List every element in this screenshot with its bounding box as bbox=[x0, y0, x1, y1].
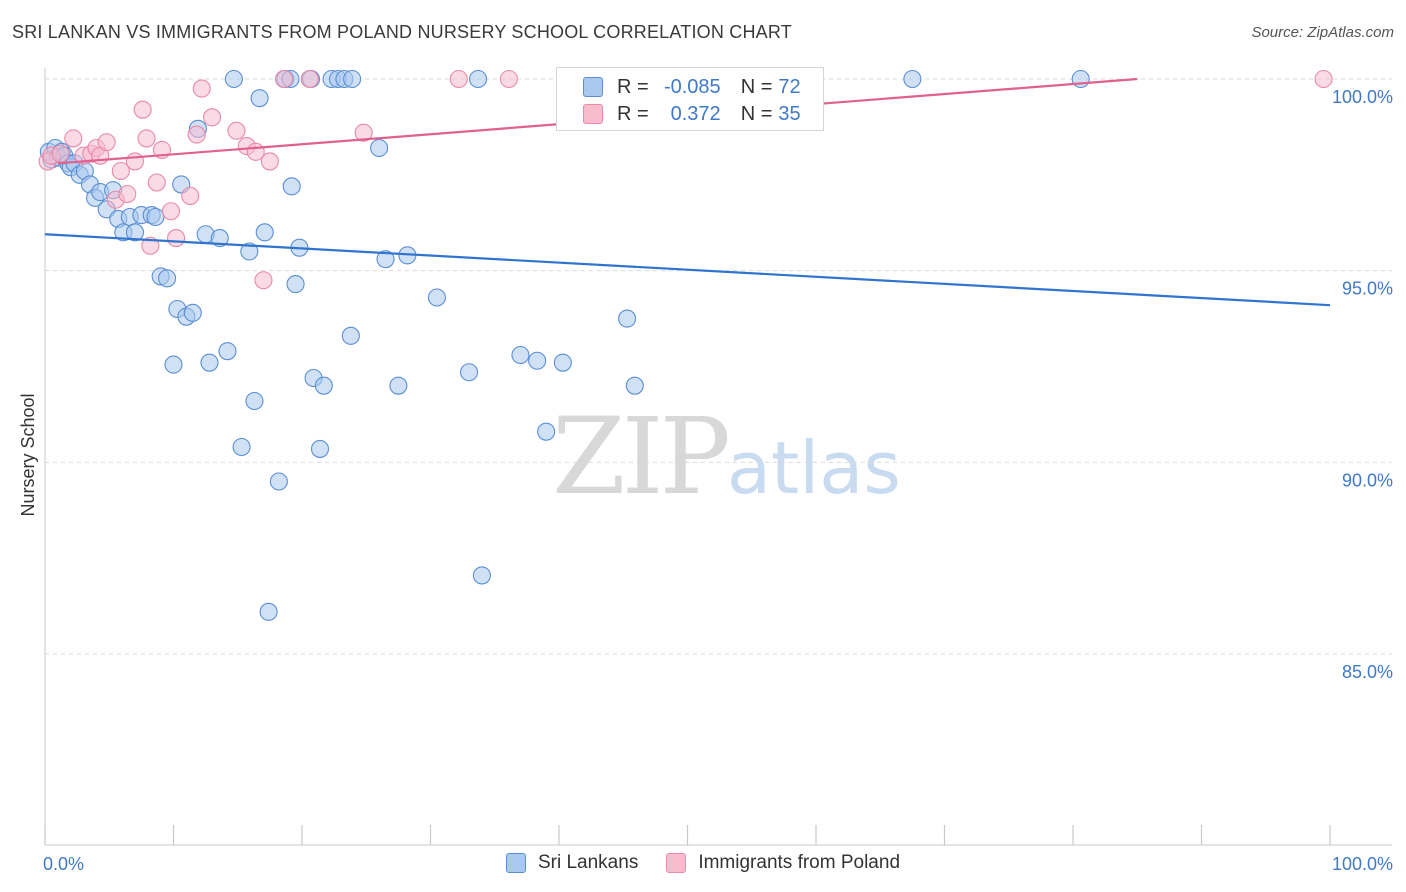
n-value: 72 bbox=[778, 75, 801, 98]
stats-row-sri-lankans: R = -0.085 N = 72 bbox=[583, 76, 801, 98]
poland-point bbox=[118, 184, 137, 204]
swatch-pink bbox=[583, 104, 603, 124]
poland-point bbox=[300, 69, 319, 89]
legend-item-poland[interactable]: Immigrants from Poland bbox=[666, 852, 900, 874]
y-tick-label: 100.0% bbox=[1332, 87, 1393, 107]
sri-lankan-point bbox=[245, 391, 264, 411]
sri-lankan-point bbox=[232, 437, 251, 457]
sri-lankan-point bbox=[146, 207, 165, 227]
sri-lankan-point bbox=[376, 250, 395, 269]
legend-label-sri-lankans: Sri Lankans bbox=[537, 852, 639, 873]
sri-lankan-point bbox=[625, 376, 644, 395]
stats-legend: R = -0.085 N = 72 R = 0.372 N = 35 bbox=[556, 67, 824, 131]
poland-point bbox=[203, 108, 222, 127]
sri-lankan-point bbox=[259, 602, 278, 621]
n-label: N = bbox=[740, 75, 773, 98]
poland-point bbox=[274, 69, 294, 89]
poland-point bbox=[125, 152, 144, 171]
sri-lankan-point bbox=[618, 309, 637, 328]
chart-title: SRI LANKAN VS IMMIGRANTS FROM POLAND NUR… bbox=[12, 22, 792, 42]
sri-lankan-point bbox=[389, 376, 408, 395]
sri-lankan-trendline bbox=[44, 233, 1331, 307]
poland-point bbox=[97, 133, 116, 152]
sri-lankan-point bbox=[903, 69, 922, 89]
poland-point bbox=[192, 79, 211, 98]
r-value: -0.085 bbox=[663, 75, 721, 98]
sri-lankan-point bbox=[468, 69, 488, 89]
sri-lankan-point bbox=[528, 351, 547, 370]
sri-lankan-point bbox=[224, 69, 243, 89]
y-tick-label: 90.0% bbox=[1342, 470, 1393, 490]
r-value: 0.372 bbox=[670, 102, 721, 125]
watermark-zip: ZIP bbox=[552, 395, 731, 518]
poland-point bbox=[51, 144, 70, 163]
sri-lankan-point bbox=[314, 376, 333, 395]
poland-point bbox=[449, 69, 468, 89]
watermark: ZIPatlas bbox=[552, 395, 901, 518]
sri-lankan-point bbox=[269, 472, 288, 491]
r-label: R = bbox=[617, 102, 649, 125]
y-tick-label: 85.0% bbox=[1342, 662, 1393, 682]
y-tick-label: 95.0% bbox=[1342, 279, 1393, 299]
sri-lankan-point bbox=[210, 229, 229, 248]
legend-swatch-pink bbox=[666, 853, 687, 873]
poland-point bbox=[187, 125, 206, 144]
poland-point bbox=[254, 271, 273, 290]
sri-lankan-point bbox=[341, 326, 360, 345]
poland-point bbox=[64, 129, 83, 148]
sri-lankan-point bbox=[370, 138, 389, 158]
r-label: R = bbox=[617, 75, 649, 98]
sri-lankan-point bbox=[282, 177, 301, 196]
poland-point bbox=[133, 100, 152, 119]
sri-lankan-point bbox=[343, 69, 362, 89]
n-value: 35 bbox=[778, 102, 801, 125]
x-tick-label: 0.0% bbox=[43, 854, 84, 874]
legend-item-sri-lankans[interactable]: Sri Lankans bbox=[505, 852, 639, 874]
watermark-atlas: atlas bbox=[726, 426, 901, 510]
legend-swatch-blue bbox=[505, 853, 526, 873]
source-credit: Source: ZipAtlas.com bbox=[1251, 24, 1394, 41]
sri-lankan-point bbox=[459, 363, 479, 382]
poland-point bbox=[227, 121, 246, 140]
sri-lankan-point bbox=[286, 275, 305, 294]
poland-point bbox=[137, 129, 156, 148]
n-label: N = bbox=[740, 102, 773, 125]
poland-point bbox=[354, 123, 373, 142]
sri-lankan-point bbox=[200, 353, 219, 372]
poland-point bbox=[260, 152, 279, 171]
sri-lankan-point bbox=[164, 355, 183, 374]
poland-point bbox=[111, 161, 130, 181]
sri-lankan-point bbox=[158, 269, 177, 288]
y-axis-label: Nursery School bbox=[18, 393, 38, 516]
sri-lankan-point bbox=[472, 566, 491, 585]
legend-label-poland: Immigrants from Poland bbox=[698, 852, 901, 873]
poland-point bbox=[167, 229, 186, 248]
x-tick-label: 100.0% bbox=[1332, 854, 1393, 874]
sri-lankan-point bbox=[553, 353, 572, 372]
sri-lankan-point bbox=[183, 303, 202, 322]
series-legend: Sri Lankans Immigrants from Poland bbox=[0, 852, 1406, 874]
sri-lankan-point bbox=[250, 89, 269, 108]
poland-point bbox=[141, 236, 160, 255]
poland-point bbox=[161, 202, 180, 221]
sri-lankan-point bbox=[537, 422, 556, 441]
poland-point bbox=[181, 186, 200, 205]
sri-lankan-point bbox=[310, 439, 330, 458]
sri-lankan-point bbox=[511, 345, 530, 365]
stats-row-poland: R = 0.372 N = 35 bbox=[583, 103, 801, 125]
swatch-blue bbox=[583, 77, 603, 97]
poland-point bbox=[499, 69, 518, 89]
sri-lankan-point bbox=[255, 223, 274, 242]
sri-lankan-point bbox=[125, 223, 144, 242]
poland-point bbox=[1314, 69, 1333, 89]
sri-lankan-point bbox=[240, 242, 259, 261]
poland-point bbox=[147, 173, 166, 192]
sri-lankan-point bbox=[427, 288, 446, 307]
sri-lankan-point bbox=[218, 342, 237, 361]
